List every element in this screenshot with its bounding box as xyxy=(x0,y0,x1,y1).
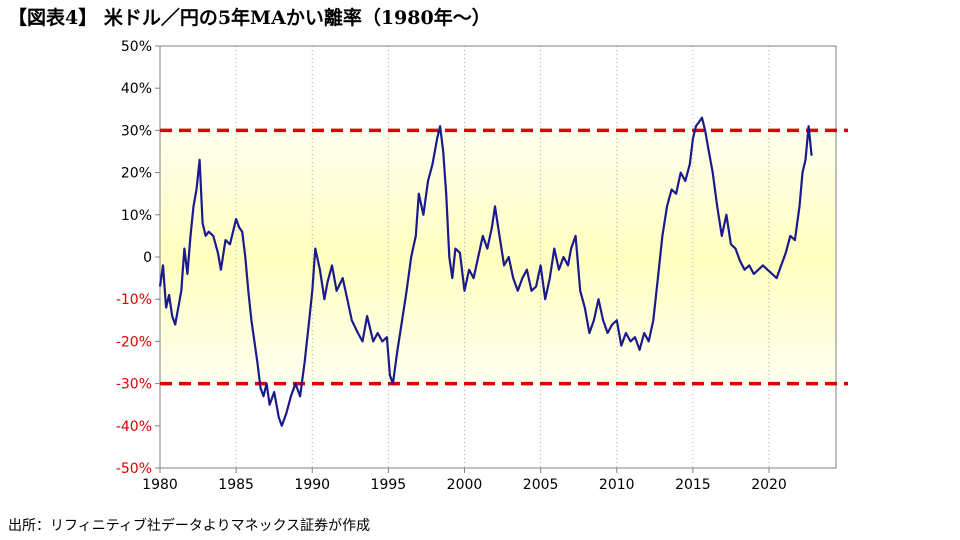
y-tick-label: 40% xyxy=(121,81,152,97)
x-tick-label: 2015 xyxy=(675,477,711,493)
y-tick-label: -50% xyxy=(116,461,152,477)
x-tick-label: 1985 xyxy=(218,477,254,493)
y-tick-label: 30% xyxy=(121,123,152,139)
x-tick-label: 2005 xyxy=(523,477,559,493)
y-tick-label: 20% xyxy=(121,166,152,182)
x-tick-label: 1995 xyxy=(371,477,407,493)
y-tick-label: -40% xyxy=(116,419,152,435)
y-tick-label: 50% xyxy=(121,39,152,55)
chart-title: 【図表4】 米ドル／円の5年MAかい離率（1980年〜） xyxy=(8,7,491,29)
x-tick-label: 1980 xyxy=(142,477,178,493)
y-tick-label: -20% xyxy=(116,334,152,350)
reference-lines xyxy=(160,128,848,386)
y-tick-label: 0 xyxy=(143,250,152,266)
y-axis: 50% 40% 30% 20% 10% 0 -10% -20% -30% -40% -50% xyxy=(116,39,160,477)
source-note: 出所：リフィニティブ社データよりマネックス証券が作成 xyxy=(8,518,371,534)
highlight-band xyxy=(160,130,836,384)
x-axis: 1980 1985 1990 1995 2000 2005 2010 2015 2020 xyxy=(142,468,787,493)
y-tick-label: -30% xyxy=(116,377,152,393)
x-tick-label: 2020 xyxy=(751,477,787,493)
x-tick-label: 2000 xyxy=(447,477,483,493)
y-tick-label: 10% xyxy=(121,208,152,224)
y-tick-label: -10% xyxy=(116,292,152,308)
series-line-0 xyxy=(158,116,813,427)
x-tick-label: 1990 xyxy=(294,477,330,493)
series-layer xyxy=(158,116,813,427)
x-tick-label: 2010 xyxy=(599,477,635,493)
